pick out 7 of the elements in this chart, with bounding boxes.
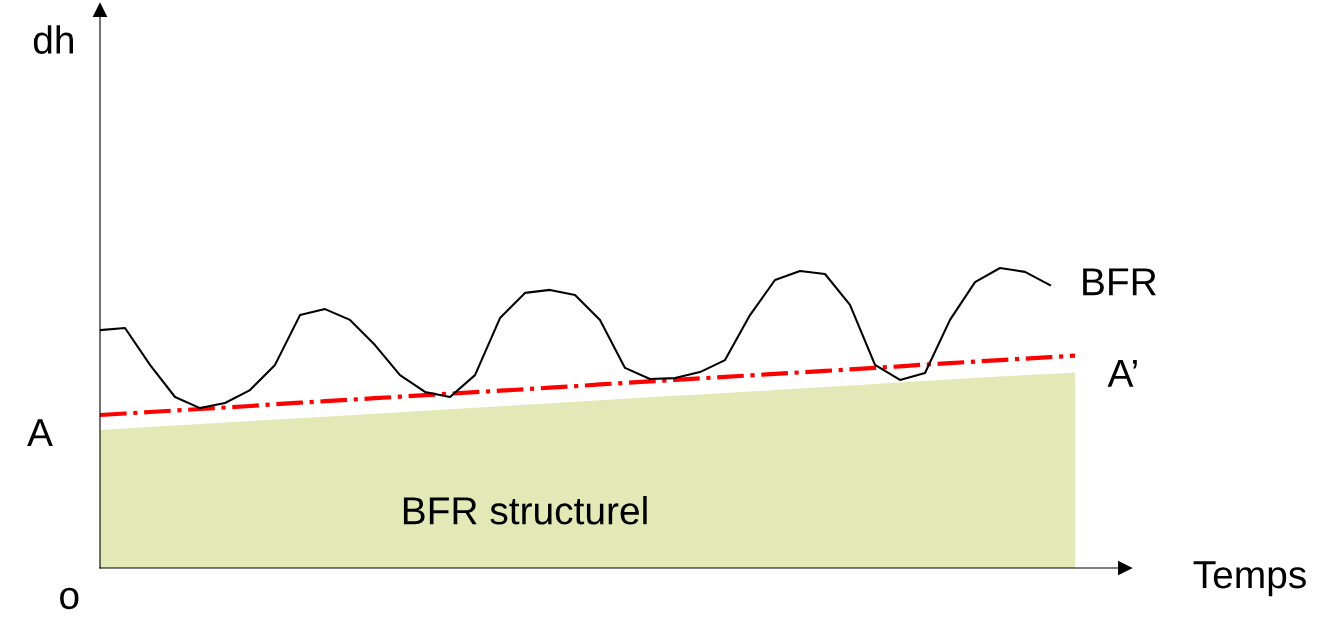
series-label: BFR structurel	[403, 496, 647, 525]
series-label: BFR	[1083, 268, 1156, 296]
text: A	[27, 419, 53, 447]
text: o	[60, 587, 79, 610]
text: dh	[33, 25, 73, 54]
text: A’	[1107, 359, 1137, 387]
x-axis-title: Temps	[1193, 561, 1306, 597]
